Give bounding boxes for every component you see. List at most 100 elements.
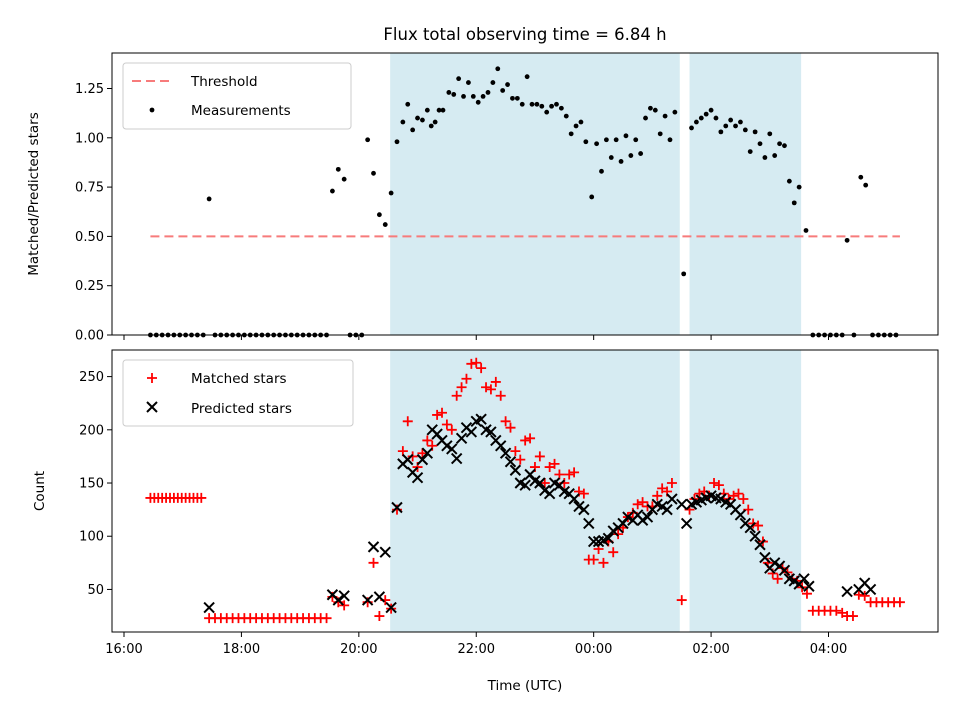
predicted-star-point-8 <box>385 601 397 614</box>
measurement-point-94 <box>648 105 653 111</box>
measurement-point-54 <box>451 92 457 97</box>
measurement-point-75 <box>554 101 559 107</box>
predicted-star-point-46 <box>573 500 585 513</box>
matched-star-point-133 <box>847 611 858 622</box>
matched-star-point-69 <box>520 435 531 446</box>
measurement-point-78 <box>568 131 574 137</box>
matched-star-point-66 <box>505 422 516 433</box>
matched-star-point-63 <box>490 376 501 387</box>
predicted-star-point-2 <box>332 594 344 606</box>
predicted-star-point-42 <box>553 479 566 491</box>
measurement-point-48 <box>424 107 430 113</box>
predicted-star-point-24 <box>465 426 478 438</box>
y-tick-label-1-0: 0.00 <box>75 329 104 344</box>
plot-frame-2 <box>111 349 939 633</box>
predicted-star-point-19 <box>441 440 453 452</box>
predicted-star-point-67 <box>680 517 693 530</box>
predicted-star-point-91 <box>798 573 810 585</box>
measurement-point-95 <box>652 107 658 113</box>
legend-measurements-label: Measurements <box>191 103 291 119</box>
x-tick-label-4: 00:00 <box>575 642 612 657</box>
measurement-point-31 <box>330 188 335 194</box>
predicted-star-point-48 <box>583 517 595 530</box>
measurement-point-63 <box>495 66 501 72</box>
predicted-star-point-11 <box>402 453 414 466</box>
predicted-star-point-30 <box>495 440 507 452</box>
matched-star-point-62 <box>485 384 496 395</box>
matched-star-point-96 <box>652 490 663 501</box>
measurement-point-80 <box>578 119 584 125</box>
x-tick-label-2: 20:00 <box>340 642 377 657</box>
predicted-star-point-15 <box>421 447 434 459</box>
measurement-point-84 <box>599 168 604 174</box>
x-tick-label-0: 16:00 <box>105 642 142 657</box>
matched-star-point-110 <box>728 490 739 501</box>
predicted-star-point-26 <box>475 413 487 425</box>
measurement-point-131 <box>844 237 850 243</box>
measurement-point-107 <box>718 129 724 135</box>
matched-star-point-130 <box>831 605 842 616</box>
predicted-star-point-74 <box>715 493 727 505</box>
matched-star-point-87 <box>608 547 619 558</box>
measurement-point-72 <box>539 103 545 109</box>
y-tick-label-2-3: 200 <box>79 423 104 438</box>
legend-measurements-swatch <box>149 107 155 113</box>
y-tick-label-1-4: 1.00 <box>75 131 104 146</box>
predicted-star-point-14 <box>416 453 429 466</box>
predicted-star-point-39 <box>539 484 551 497</box>
measurement-point-124 <box>803 228 809 233</box>
matched-star-point-72 <box>534 451 545 462</box>
predicted-star-point-85 <box>768 557 781 569</box>
measurement-point-62 <box>490 80 496 85</box>
predicted-star-point-49 <box>587 535 600 548</box>
measurement-point-65 <box>505 82 510 87</box>
plot-frame-1 <box>111 52 939 336</box>
matched-star-point-78 <box>564 469 575 480</box>
predicted-star-point-36 <box>524 468 536 481</box>
matched-star-point-106 <box>709 478 720 489</box>
measurement-point-134 <box>863 182 869 188</box>
measurement-point-92 <box>638 151 644 156</box>
predicted-star-point-82 <box>754 539 766 551</box>
measurement-point-41 <box>388 190 394 196</box>
predicted-star-point-83 <box>759 551 771 564</box>
matched-star-point-134 <box>853 589 864 600</box>
y-tick-label-2-0: 50 <box>87 583 104 598</box>
predicted-star-point-40 <box>543 487 556 500</box>
measurement-point-37 <box>365 137 371 143</box>
predicted-star-point-9 <box>391 501 403 514</box>
measurement-point-100 <box>681 271 687 277</box>
measurement-point-112 <box>742 127 748 133</box>
predicted-star-point-33 <box>509 464 522 476</box>
measurement-point-57 <box>466 80 471 85</box>
measurement-point-93 <box>643 115 648 121</box>
predicted-star-point-64 <box>661 503 673 516</box>
matched-star-point-54 <box>446 424 457 435</box>
matched-star-point-55 <box>451 390 462 401</box>
measurement-point-64 <box>500 88 506 93</box>
matched-star-point-57 <box>461 373 472 384</box>
y-axis-label-2: Count <box>32 471 48 511</box>
predicted-star-point-0 <box>203 601 215 614</box>
observing-window-1-2 <box>689 53 802 335</box>
measurement-point-45 <box>410 127 416 133</box>
predicted-star-point-92 <box>803 580 815 592</box>
x-tick-label-6: 04:00 <box>810 642 847 657</box>
measurement-point-98 <box>667 137 673 143</box>
measurement-point-46 <box>415 115 420 121</box>
measurement-point-85 <box>603 137 609 143</box>
measurement-point-49 <box>428 123 434 129</box>
measurement-point-40 <box>382 222 388 227</box>
predicted-star-point-31 <box>499 447 512 459</box>
predicted-star-point-45 <box>568 493 580 505</box>
measurement-point-119 <box>777 141 782 147</box>
y-tick-label-2-1: 100 <box>79 530 104 545</box>
measurement-point-114 <box>752 129 758 135</box>
matched-star-point-75 <box>549 458 560 469</box>
measurement-point-66 <box>510 95 515 101</box>
predicted-star-point-81 <box>749 530 761 542</box>
matched-star-point-44 <box>397 446 408 457</box>
predicted-star-point-66 <box>676 498 688 511</box>
measurement-point-73 <box>544 109 550 115</box>
